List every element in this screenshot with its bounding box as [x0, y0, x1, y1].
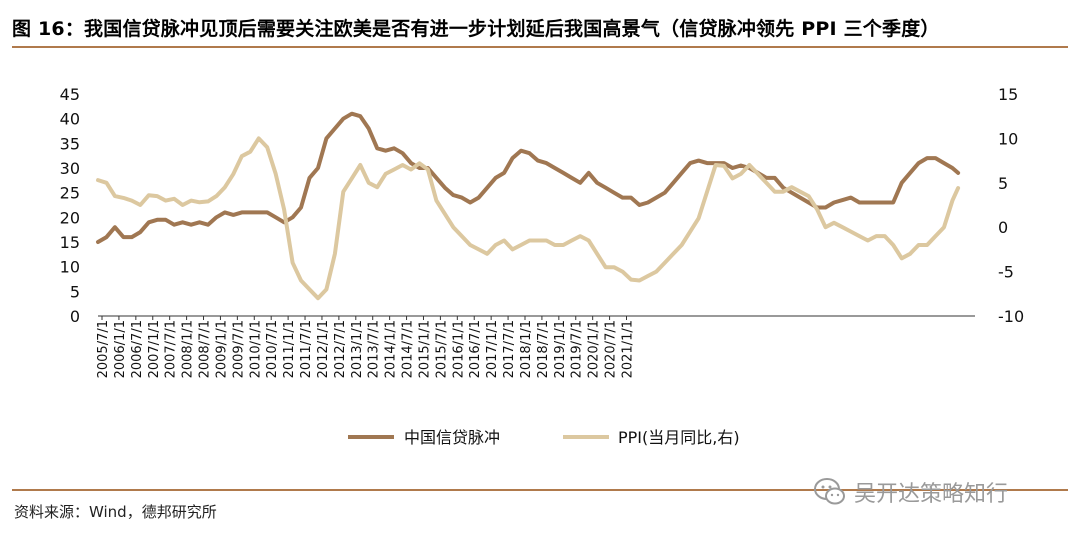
x-tick-label: 2007/7/1: [164, 320, 179, 378]
x-tick-label: 2010/1/1: [248, 320, 263, 378]
x-tick-label: 2015/7/1: [434, 320, 449, 378]
x-tick-label: 2009/1/1: [214, 320, 229, 378]
x-tick-label: 2017/1/1: [485, 320, 500, 378]
x-tick-label: 2018/1/1: [519, 320, 534, 378]
y-right-tick-label: 0: [998, 218, 1008, 237]
x-tick-label: 2008/7/1: [198, 320, 213, 378]
y-right-tick-label: 5: [998, 174, 1008, 193]
x-tick-label: 2019/7/1: [570, 320, 585, 378]
y-left-tick-label: 0: [70, 307, 80, 326]
y-right-tick-label: 10: [998, 129, 1018, 148]
title-rule: [12, 46, 1068, 48]
series-lines: [96, 111, 961, 301]
x-tick-label: 2020/7/1: [604, 320, 619, 378]
x-tick-label: 2011/7/1: [299, 320, 314, 378]
x-tick-label: 2009/7/1: [231, 320, 246, 378]
y-right-tick-label: -5: [998, 263, 1014, 282]
y-left-tick-label: 30: [60, 159, 80, 178]
y-left-tick-label: 45: [60, 85, 80, 104]
y-left-tick-label: 15: [60, 233, 80, 252]
y-left-tick-label: 10: [60, 258, 80, 277]
x-tick-label: 2021/1/1: [621, 320, 636, 378]
source-note: 资料来源：Wind，德邦研究所: [14, 503, 217, 521]
x-tick-label: 2015/1/1: [417, 320, 432, 378]
credit-impulse-line: [96, 111, 961, 244]
y-left-tick-label: 25: [60, 184, 80, 203]
y-left-tick-label: 40: [60, 110, 80, 129]
x-tick-label: 2010/7/1: [265, 320, 280, 378]
x-tick-label: 2014/1/1: [384, 320, 399, 378]
x-tick-label: 2012/1/1: [316, 320, 331, 378]
x-tick-label: 2008/1/1: [181, 320, 196, 378]
figure-title: 图 16：我国信贷脉冲见顶后需要关注欧美是否有进一步计划延后我国高景气（信贷脉冲…: [12, 18, 940, 40]
legend-label-credit: 中国信贷脉冲: [404, 428, 500, 447]
x-tick-label: 2007/1/1: [147, 320, 162, 378]
y-left-tick-label: 20: [60, 208, 80, 227]
watermark-text: 吴开达策略知行: [854, 482, 1009, 507]
x-tick-label: 2019/1/1: [553, 320, 568, 378]
watermark: 吴开达策略知行: [812, 474, 1062, 510]
source-rule: [12, 489, 1068, 491]
y-right-axis: -10 -5 0 5 10 15: [998, 85, 1024, 326]
y-right-tick-label: -10: [998, 307, 1024, 326]
x-tick-label: 2006/7/1: [130, 320, 145, 378]
y-left-tick-label: 5: [70, 282, 80, 301]
x-tick-label: 2013/7/1: [367, 320, 382, 378]
y-right-tick-label: 15: [998, 85, 1018, 104]
x-tick-label: 2018/7/1: [536, 320, 551, 378]
legend-label-ppi: PPI(当月同比,右): [618, 428, 740, 447]
x-tick-label: 2006/1/1: [113, 320, 128, 378]
x-tick-label: 2017/7/1: [502, 320, 517, 378]
x-axis: 2005/7/1 2006/1/1 2006/7/1 2007/1/1 2007/7/1…: [96, 316, 636, 378]
legend: 中国信贷脉冲 PPI(当月同比,右): [348, 428, 740, 447]
x-tick-label: 2020/1/1: [587, 320, 602, 378]
x-tick-label: 2014/7/1: [401, 320, 416, 378]
x-tick-label: 2005/7/1: [96, 320, 111, 378]
y-left-axis: 0 5 10 15 20 25 30 35 40 45: [60, 85, 80, 326]
x-tick-label: 2016/7/1: [468, 320, 483, 378]
x-tick-label: 2013/1/1: [350, 320, 365, 378]
y-left-tick-label: 35: [60, 134, 80, 153]
x-tick-label: 2012/7/1: [333, 320, 348, 378]
x-tick-label: 2011/1/1: [282, 320, 297, 378]
wechat-icon: [814, 478, 845, 505]
x-tick-label: 2016/1/1: [451, 320, 466, 378]
ppi-line: [96, 136, 961, 301]
